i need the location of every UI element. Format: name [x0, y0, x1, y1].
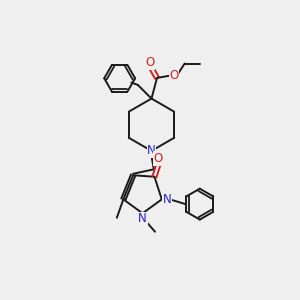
Text: N: N	[147, 144, 156, 158]
Text: O: O	[145, 56, 154, 70]
Text: N: N	[138, 212, 147, 225]
Text: O: O	[153, 152, 162, 165]
Text: N: N	[163, 193, 171, 206]
Text: O: O	[169, 69, 178, 82]
